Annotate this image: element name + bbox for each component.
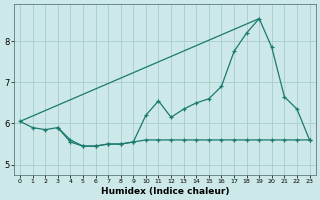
X-axis label: Humidex (Indice chaleur): Humidex (Indice chaleur) — [100, 187, 229, 196]
